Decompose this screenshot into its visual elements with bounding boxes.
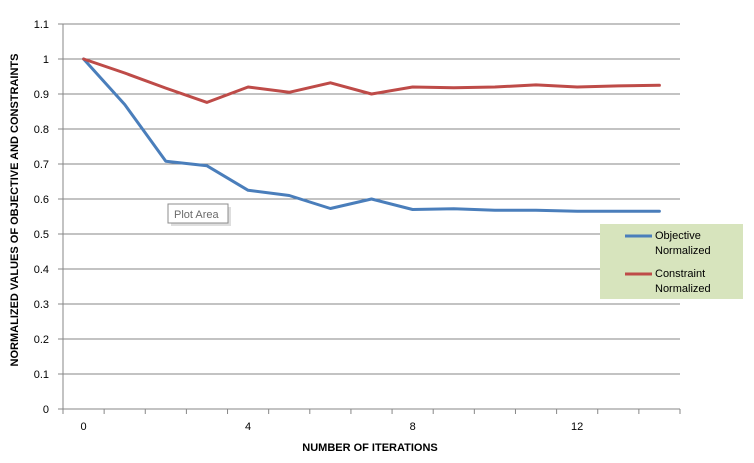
legend-label: Normalized: [655, 283, 711, 295]
x-tick-label: 4: [245, 421, 251, 433]
legend-label: Constraint: [655, 268, 705, 280]
y-tick-label: 0.4: [34, 264, 49, 276]
x-tick-label: 0: [81, 421, 87, 433]
y-tick-label: 0.3: [34, 299, 49, 311]
x-tick-label: 8: [410, 421, 416, 433]
legend-box: [600, 224, 743, 299]
y-tick-label: 0.9: [34, 89, 49, 101]
y-tick-label: 0: [43, 404, 49, 416]
plot-area-tooltip-label: Plot Area: [174, 209, 220, 221]
plot-area-tooltip: Plot Area: [167, 203, 231, 226]
y-axis-title: NORMALIZED VALUES OF OBJECTIVE AND CONST…: [9, 54, 21, 367]
axes: [58, 23, 681, 414]
x-axis-title: NUMBER OF ITERATIONS: [302, 442, 437, 454]
y-tick-label: 0.5: [34, 229, 49, 241]
y-tick-label: 0.7: [34, 159, 49, 171]
series-line-constraint: [82, 57, 661, 104]
legend: Objective Normalized Constraint Normalized: [600, 224, 743, 299]
series-lines: [82, 57, 661, 213]
x-tick-labels: 0 4 8 12: [81, 421, 584, 433]
y-tick-label: 0.1: [34, 369, 49, 381]
y-tick-labels: 0 0.1 0.2 0.3 0.4 0.5 0.6 0.7 0.8 0.9 1 1.1: [34, 19, 49, 416]
plot-area-tooltip-box: [167, 203, 229, 224]
x-tick-label: 12: [571, 421, 583, 433]
y-tick-label: 0.2: [34, 334, 49, 346]
legend-label: Objective: [655, 230, 701, 242]
y-tick-label: 1.1: [34, 19, 49, 31]
y-tick-label: 0.6: [34, 194, 49, 206]
y-tick-label: 0.8: [34, 124, 49, 136]
legend-label: Normalized: [655, 245, 711, 257]
y-tick-label: 1: [43, 54, 49, 66]
series-line-objective: [82, 57, 661, 213]
